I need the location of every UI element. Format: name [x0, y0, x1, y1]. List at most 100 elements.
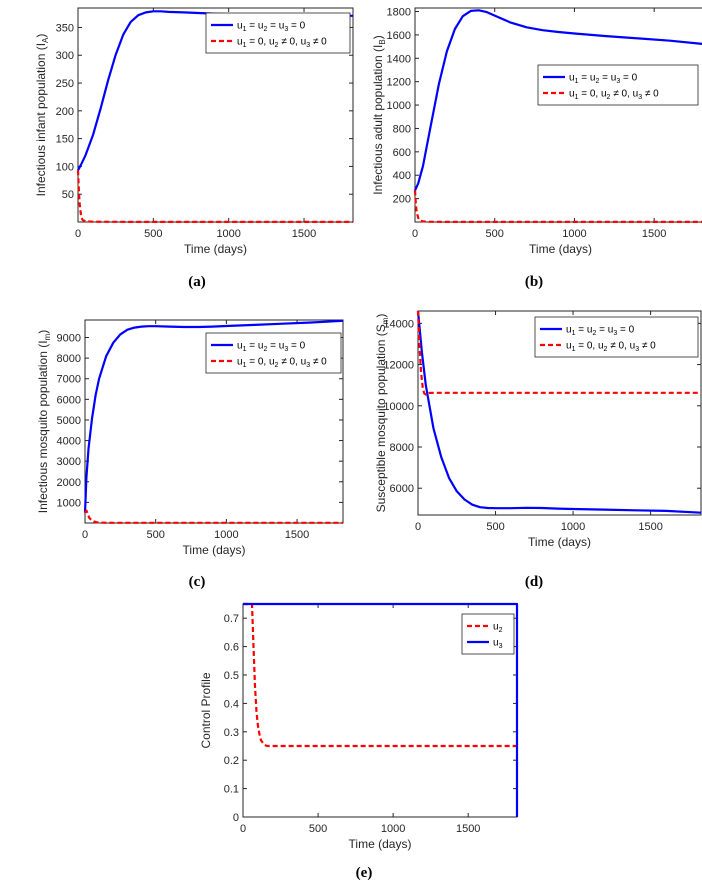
x-tick-label: 1000 — [561, 521, 585, 533]
y-tick-label: 14000 — [383, 318, 414, 330]
x-tick-label: 1000 — [214, 529, 238, 541]
y-tick-label: 600 — [393, 147, 411, 159]
panel-caption: (d) — [525, 574, 543, 590]
legend-label-2: u1 = 0, u2 ≠ 0, u3 ≠ 0 — [237, 37, 327, 50]
legend-subscript: 2 — [275, 362, 279, 369]
y-tick-label: 0.2 — [224, 755, 239, 767]
legend-label-1: u1 = u2 = u3 = 0 — [237, 21, 306, 34]
chart-d: 0 500 1000 1500 6000 8000 10000 12000 14000 Time … — [374, 310, 702, 590]
legend-text: = 0 — [288, 341, 305, 352]
legend-box — [205, 12, 351, 54]
y-tick-label: 50 — [62, 189, 74, 201]
series-line-2 — [243, 602, 519, 817]
legend-label-1: u1 = u2 = u3 = 0 — [566, 325, 635, 338]
y-tick-label: 0.7 — [224, 613, 239, 625]
legend-subscript: 2 — [592, 330, 596, 337]
legend-subscript: 2 — [275, 42, 279, 49]
panel-caption: (a) — [188, 274, 206, 290]
legend-label-1: u1 = u2 = u3 = 0 — [237, 341, 306, 354]
legend-box — [537, 64, 699, 106]
legend-subscript: 3 — [284, 26, 288, 33]
y-axis-label-text: Control Profile — [199, 672, 213, 748]
series-line-1 — [413, 9, 702, 191]
y-axis-label-subscript: m — [43, 333, 52, 340]
legend-subscript: 2 — [604, 346, 608, 353]
chart-b: 0 500 1000 1500 200 400 600 800 1000 1200 1400 1600… — [371, 7, 702, 290]
legend-text: ≠ 0 — [310, 37, 327, 48]
legend-box — [205, 332, 342, 374]
y-axis-label-subscript: B — [378, 39, 387, 44]
x-tick-label: 500 — [309, 823, 327, 835]
legend-subscript: 3 — [635, 346, 639, 353]
x-tick-label: 1500 — [642, 228, 666, 240]
y-tick-label: 9000 — [57, 333, 81, 345]
legend-label-2: u1 = 0, u2 ≠ 0, u3 ≠ 0 — [569, 89, 659, 102]
legend-subscript: 1 — [575, 94, 579, 101]
y-tick-label: 1000 — [57, 497, 81, 509]
legend: u1 = u2 = u3 = 0u1 = 0, u2 ≠ 0, u3 ≠ 0 — [534, 316, 699, 358]
y-axis-label-close: ) — [374, 314, 388, 318]
legend-label-1: u2 — [493, 622, 503, 635]
legend-text: = u — [267, 341, 284, 352]
legend: u1 = u2 = u3 = 0u1 = 0, u2 ≠ 0, u3 ≠ 0 — [537, 64, 699, 106]
y-tick-label: 0.5 — [224, 670, 239, 682]
y-tick-label: 4000 — [57, 436, 81, 448]
legend-subscript: 1 — [572, 346, 576, 353]
y-tick-label: 0.4 — [224, 698, 239, 710]
legend-text: = u — [599, 73, 616, 84]
legend: u1 = u2 = u3 = 0u1 = 0, u2 ≠ 0, u3 ≠ 0 — [205, 12, 351, 54]
legend-text: = u — [578, 73, 595, 84]
x-tick-label: 0 — [415, 521, 421, 533]
y-tick-label: 400 — [393, 170, 411, 182]
x-tick-label: 0 — [75, 228, 81, 240]
legend-label-2: u3 — [493, 638, 503, 651]
x-tick-label: 500 — [147, 529, 165, 541]
x-axis-label: Time (days) — [183, 543, 246, 557]
plot-area — [414, 7, 702, 223]
legend-subscript: 3 — [616, 78, 620, 85]
legend-subscript: 2 — [607, 94, 611, 101]
x-tick-label: 1500 — [285, 529, 309, 541]
y-tick-label: 1000 — [387, 100, 411, 112]
legend-text: u — [566, 325, 572, 336]
y-tick-label: 1600 — [387, 30, 411, 42]
legend-text: = 0, u — [246, 357, 274, 368]
series-line-2 — [413, 190, 702, 223]
x-axis-label: Time (days) — [349, 837, 412, 851]
legend-box — [534, 316, 699, 358]
legend-label-1: u1 = u2 = u3 = 0 — [569, 73, 638, 86]
legend-text: = u — [246, 21, 263, 32]
legend-subscript: 2 — [263, 26, 267, 33]
legend-text: ≠ 0 — [310, 357, 327, 368]
y-tick-label: 10000 — [383, 401, 414, 413]
legend-text: u — [237, 341, 243, 352]
y-axis-label: Control Profile — [199, 672, 213, 748]
x-tick-label: 500 — [486, 521, 504, 533]
y-axis-label: Infectious mosquito population (Im) — [36, 330, 52, 513]
legend-text: u — [569, 89, 575, 100]
legend-text: u — [237, 37, 243, 48]
y-axis-label-close: ) — [34, 34, 48, 38]
legend-text: = 0, u — [578, 89, 606, 100]
panel-caption: (e) — [356, 865, 373, 881]
legend-text: u — [237, 21, 243, 32]
legend: u1 = u2 = u3 = 0u1 = 0, u2 ≠ 0, u3 ≠ 0 — [205, 332, 342, 374]
y-tick-label: 7000 — [57, 374, 81, 386]
series-line-1 — [416, 310, 702, 514]
legend-subscript: 1 — [243, 26, 247, 33]
y-tick-label: 0 — [233, 812, 239, 824]
legend-subscript: 1 — [572, 330, 576, 337]
legend-text: u — [493, 622, 499, 633]
legend-text: ≠ 0, u — [607, 341, 635, 352]
y-tick-label: 12000 — [383, 360, 414, 372]
legend-text: = u — [575, 325, 592, 336]
series-line-2 — [416, 310, 701, 396]
y-axis-label-text: Infectious mosquito population (I — [36, 340, 50, 513]
series-line-2 — [84, 509, 343, 524]
chart-a: 0 500 1000 1500 50 100 150 200 250 300 350 Time (da… — [34, 7, 354, 290]
panel-caption: (c) — [189, 574, 206, 590]
legend-subscript: 2 — [499, 627, 503, 634]
x-tick-label: 1000 — [381, 823, 405, 835]
legend-text: = 0, u — [575, 341, 603, 352]
chart-e: 0 500 1000 1500 0 0.1 0.2 0.3 0.4 0.5 0.6 0.7 Time (… — [199, 602, 519, 881]
